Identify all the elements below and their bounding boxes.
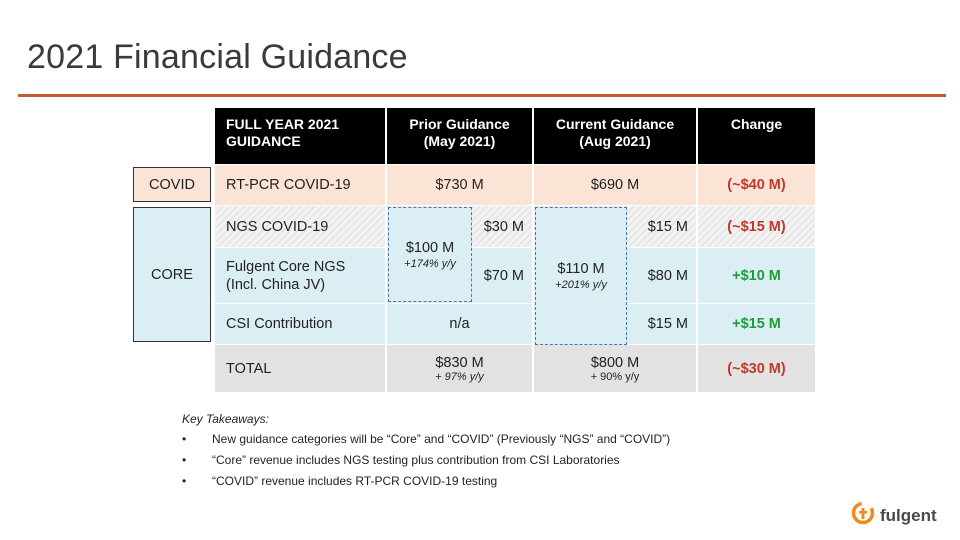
row-total-prior-value: $830 M bbox=[435, 354, 484, 371]
row-fulgent-label: Fulgent Core NGS (Incl. China JV) bbox=[215, 248, 385, 303]
takeaway-text: “COVID” revenue includes RT-PCR COVID-19… bbox=[212, 474, 498, 488]
header-full-year: FULL YEAR 2021 GUIDANCE bbox=[215, 108, 385, 164]
key-takeaways: Key Takeaways: • New guidance categories… bbox=[182, 412, 670, 495]
core-side-label: CORE bbox=[133, 207, 211, 342]
bullet-marker: • bbox=[182, 453, 187, 467]
current-core-group-growth: +201% y/y bbox=[555, 279, 607, 291]
row-total-current: $800 M + 90% y/y bbox=[534, 345, 696, 392]
prior-core-group-growth: +174% y/y bbox=[404, 257, 456, 270]
fulgent-logo-text: fulgent bbox=[880, 505, 937, 525]
row-total-label: TOTAL bbox=[215, 345, 385, 392]
row-rtpcr-current: $690 M bbox=[534, 165, 696, 205]
page-title: 2021 Financial Guidance bbox=[27, 38, 408, 76]
key-takeaways-heading: Key Takeaways: bbox=[182, 412, 269, 426]
row-total-current-growth: + 90% y/y bbox=[590, 370, 640, 383]
covid-side-label-text: COVID bbox=[149, 176, 195, 193]
takeaway-item: • New guidance categories will be “Core”… bbox=[182, 432, 670, 446]
row-fulgent-change: +$10 M bbox=[698, 248, 815, 303]
title-divider bbox=[18, 94, 946, 97]
row-ngs-change: (~$15 M) bbox=[698, 206, 815, 247]
row-fulgent-label-line1: Fulgent Core NGS bbox=[226, 258, 346, 275]
row-total-prior: $830 M + 97% y/y bbox=[387, 345, 532, 392]
row-csi-label: CSI Contribution bbox=[215, 304, 385, 344]
guidance-table: FULL YEAR 2021 GUIDANCE Prior Guidance (… bbox=[215, 108, 815, 392]
row-fulgent-label-line2: (Incl. China JV) bbox=[226, 276, 326, 293]
takeaway-text: New guidance categories will be “Core” a… bbox=[212, 432, 671, 446]
current-core-group-box: $110 M +201% y/y bbox=[535, 207, 627, 345]
row-total-change: (~$30 M) bbox=[698, 345, 815, 392]
current-core-group-value: $110 M bbox=[557, 261, 605, 277]
row-rtpcr-change: (~$40 M) bbox=[698, 165, 815, 205]
row-rtpcr-label: RT-PCR COVID-19 bbox=[215, 165, 385, 205]
header-current-guidance: Current Guidance (Aug 2021) bbox=[534, 108, 696, 164]
fulgent-logo: fulgent bbox=[850, 500, 937, 531]
takeaway-item: • “Core” revenue includes NGS testing pl… bbox=[182, 453, 670, 467]
prior-core-group-box: $100 M +174% y/y bbox=[388, 207, 472, 302]
prior-core-group-value: $100 M bbox=[405, 239, 455, 256]
row-ngs-label: NGS COVID-19 bbox=[215, 206, 385, 247]
core-side-label-text: CORE bbox=[151, 266, 193, 283]
header-prior-guidance: Prior Guidance (May 2021) bbox=[387, 108, 532, 164]
takeaway-text: “Core” revenue includes NGS testing plus… bbox=[212, 453, 620, 467]
row-total-prior-growth: + 97% y/y bbox=[435, 370, 484, 383]
row-total-current-value: $800 M bbox=[590, 354, 640, 371]
fulgent-logo-icon bbox=[850, 500, 876, 531]
covid-side-label: COVID bbox=[133, 167, 211, 202]
bullet-marker: • bbox=[182, 432, 187, 446]
bullet-marker: • bbox=[182, 474, 187, 488]
row-csi-change: +$15 M bbox=[698, 304, 815, 344]
header-change: Change bbox=[698, 108, 815, 164]
takeaway-item: • “COVID” revenue includes RT-PCR COVID-… bbox=[182, 474, 670, 488]
row-rtpcr-prior: $730 M bbox=[387, 165, 532, 205]
row-csi-prior: n/a bbox=[387, 304, 532, 344]
